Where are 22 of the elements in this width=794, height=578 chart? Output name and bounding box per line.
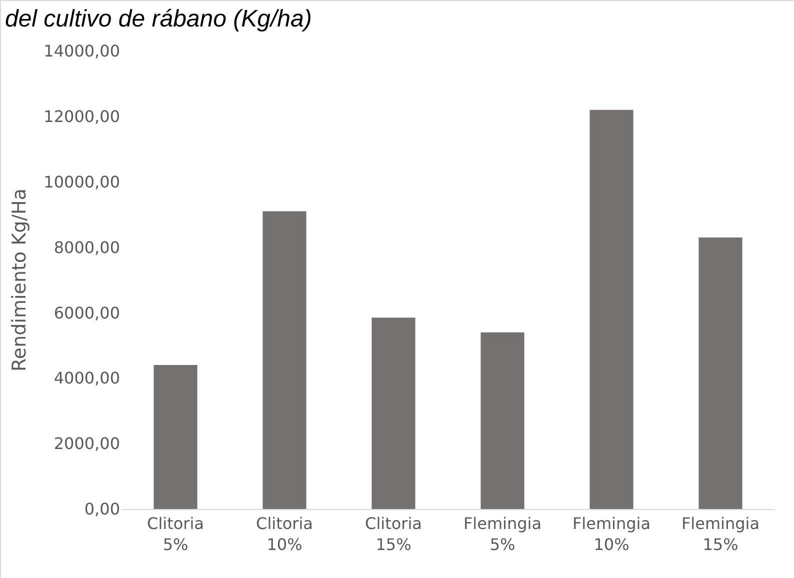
y-tick-label: 12000,00 — [44, 107, 120, 126]
y-tick-label: 4000,00 — [54, 368, 120, 388]
y-tick-label: 2000,00 — [54, 434, 120, 454]
x-tick-label: Clitoria 10% — [256, 514, 313, 554]
bar — [372, 318, 416, 509]
y-tick-label: 8000,00 — [54, 238, 120, 257]
y-axis-title: Rendimiento Kg/Ha — [8, 188, 31, 372]
bar — [262, 211, 306, 509]
x-tick-label: Clitoria 15% — [365, 514, 422, 554]
x-tick-label: Flemingia 5% — [463, 514, 542, 554]
bar — [154, 365, 198, 509]
x-tick-label: Clitoria 5% — [147, 514, 204, 554]
y-tick-label: 14000,00 — [44, 42, 120, 61]
bar — [590, 110, 634, 509]
chart-title: del cultivo de rábano (Kg/ha) — [4, 5, 312, 32]
bar — [698, 237, 742, 509]
x-tick-label: Flemingia 15% — [681, 514, 760, 554]
x-tick-label: Flemingia 10% — [572, 514, 651, 554]
y-tick-label: 0,00 — [84, 500, 120, 519]
y-tick-label: 10000,00 — [44, 172, 120, 192]
bar — [480, 332, 524, 509]
y-tick-label: 6000,00 — [54, 303, 120, 322]
